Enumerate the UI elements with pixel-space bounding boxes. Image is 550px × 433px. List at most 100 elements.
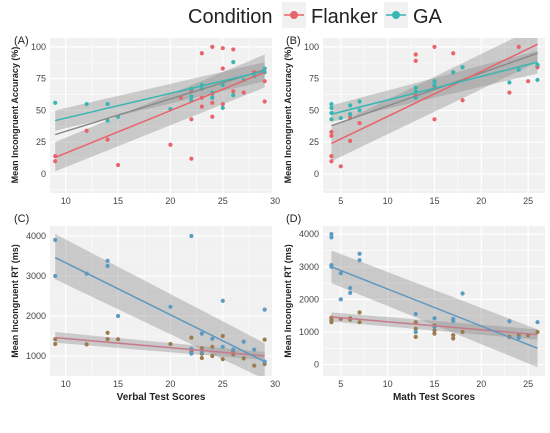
data-point-ga [338, 115, 343, 121]
x-tick-label: 10 [61, 379, 71, 389]
data-point-flanker [231, 89, 236, 94]
y-tick-label: 4000 [299, 229, 319, 239]
panel-tag-c: (C) [14, 213, 29, 225]
data-point-flanker [199, 355, 204, 361]
fit-line-flanker [54, 71, 265, 159]
x-tick-label: 20 [476, 379, 486, 389]
data-point-flanker [432, 44, 437, 49]
data-point-ga [231, 60, 236, 65]
data-point-flanker [105, 337, 110, 342]
data-point-flanker [241, 356, 246, 361]
data-point-flanker [220, 66, 225, 71]
data-point-ga [210, 95, 215, 100]
data-point-ga [451, 316, 456, 322]
data-point-ga [348, 290, 353, 295]
x-tick-label: 30 [270, 379, 280, 389]
data-point-ga [53, 273, 58, 279]
data-point-ga [105, 101, 110, 107]
data-point-flanker [460, 98, 465, 103]
x-tick-label: 15 [429, 196, 439, 206]
data-point-flanker [53, 159, 58, 164]
fit-line-ga [54, 256, 266, 363]
y-tick-label: 4000 [26, 231, 46, 241]
y-tick-label: 100 [31, 42, 46, 52]
x-tick-label: 5 [338, 196, 343, 206]
data-point-ga [220, 344, 225, 349]
legend: Condition Flanker GA [188, 2, 443, 28]
data-point-ga [348, 285, 353, 291]
fit-line-flanker [331, 316, 538, 336]
data-point-flanker [262, 337, 267, 342]
x-axis-label: Verbal Test Scores [117, 392, 206, 403]
data-point-flanker [329, 159, 334, 164]
data-point-flanker [329, 133, 334, 138]
data-point-ga [413, 329, 418, 335]
data-point-flanker [220, 46, 225, 51]
data-point-ga [516, 335, 521, 340]
x-tick-label: 25 [523, 379, 533, 389]
x-tick-label: 10 [383, 196, 393, 206]
data-point-flanker [168, 341, 173, 347]
x-tick-label: 15 [429, 379, 439, 389]
data-point-ga [252, 347, 257, 352]
data-point-flanker [105, 137, 110, 142]
data-point-flanker [220, 333, 225, 339]
data-point-flanker [210, 114, 215, 119]
legend-title: Condition [188, 6, 273, 28]
plot-area [53, 44, 267, 172]
data-point-ga [357, 99, 362, 104]
data-point-ga [357, 108, 362, 113]
data-point-flanker [357, 320, 362, 325]
y-tick-label: 25 [309, 137, 319, 147]
panel-c: 10 15 20 25 30 1000 2000 3000 4000 Verbal Test Sc… [10, 226, 280, 403]
x-tick-label: 15 [113, 379, 123, 389]
data-point-ga [413, 85, 418, 90]
data-point-ga [329, 101, 334, 107]
x-tick-label: 25 [218, 379, 228, 389]
x-axis-label: Math Test Scores [393, 392, 475, 403]
data-point-flanker [516, 44, 521, 49]
data-point-flanker [84, 128, 89, 133]
data-point-flanker [432, 328, 437, 333]
legend-label-flanker: Flanker [311, 6, 378, 28]
data-point-ga [357, 258, 362, 263]
data-point-ga [189, 94, 194, 99]
data-point-ga [338, 271, 343, 276]
data-point-flanker [413, 334, 418, 339]
data-point-ga [115, 313, 121, 319]
x-tick-label: 10 [61, 196, 71, 206]
x-tick-label: 20 [165, 379, 175, 389]
data-point-ga [535, 62, 540, 67]
data-point-flanker [262, 79, 267, 84]
data-point-ga [168, 304, 173, 309]
data-point-flanker [210, 44, 215, 49]
y-tick-label: 3000 [26, 271, 46, 281]
data-point-ga [451, 70, 456, 75]
data-point-ga [241, 339, 246, 344]
data-point-flanker [199, 51, 204, 56]
data-point-flanker [507, 90, 512, 95]
data-point-flanker [329, 318, 334, 323]
y-tick-label: 0 [41, 169, 46, 179]
data-point-flanker [241, 90, 246, 95]
fit-line-flanker [55, 336, 265, 357]
data-point-flanker [105, 330, 110, 335]
legend-key-point [392, 11, 400, 19]
fit-line-ga [331, 266, 538, 349]
data-point-flanker [357, 310, 362, 315]
data-point-flanker [451, 333, 456, 338]
data-point-ga [338, 297, 343, 302]
y-axis-label: Mean Incongruent Accuracy (%) [283, 47, 293, 184]
panel-d: 5 10 15 20 25 0 1000 2000 3000 4000 Math Test Scor… [283, 226, 545, 403]
data-point-flanker [220, 101, 225, 107]
x-tick-label: 5 [338, 379, 343, 389]
x-tick-label: 20 [165, 196, 175, 206]
data-point-ga [535, 320, 540, 325]
data-point-ga [53, 237, 58, 243]
data-point-flanker [451, 336, 456, 341]
x-tick-label: 25 [523, 196, 533, 206]
data-point-ga [432, 82, 437, 88]
data-point-flanker [432, 117, 437, 122]
y-tick-label: 0 [314, 360, 319, 370]
